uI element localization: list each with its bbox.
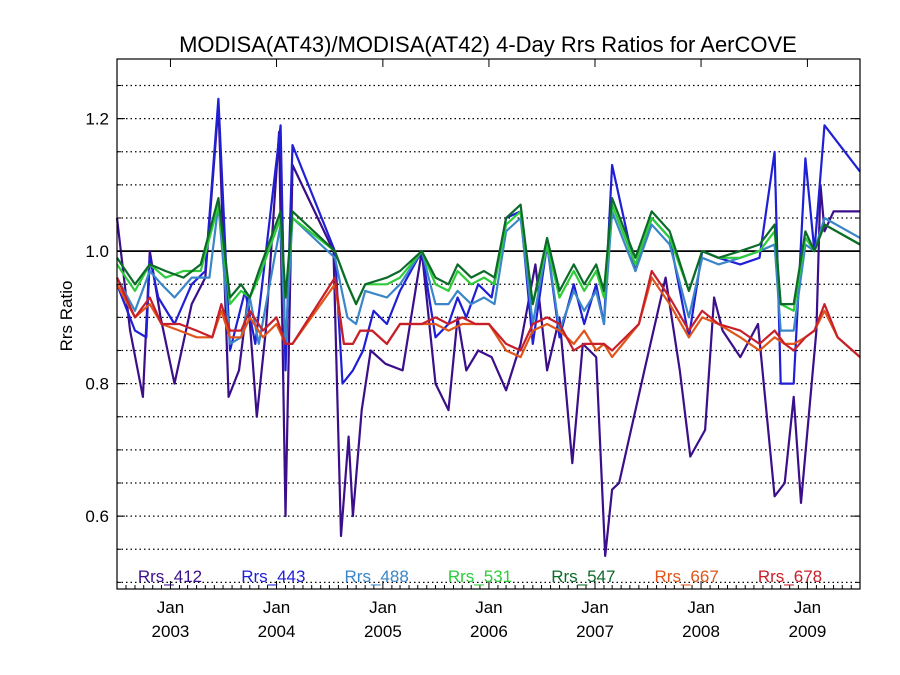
x-tick-label-month: Jan bbox=[581, 598, 608, 617]
legend-item-rrs_678: Rrs_678 bbox=[758, 567, 822, 586]
x-tick-label-year: 2006 bbox=[470, 622, 508, 641]
x-tick-label-month: Jan bbox=[687, 598, 714, 617]
series-line-rrs_488 bbox=[116, 203, 861, 345]
series-line-rrs_678 bbox=[115, 269, 861, 358]
legend-item-rrs_531: Rrs_531 bbox=[448, 567, 512, 586]
grid-layer bbox=[117, 84, 860, 584]
x-tick-label-month: Jan bbox=[794, 598, 821, 617]
axes-layer: 0.6 0.8 1.0 1.2 Jan 2003 Jan 2004 Jan 2005 Jan 2006… bbox=[85, 58, 861, 641]
x-tick-label-month: Jan bbox=[369, 598, 396, 617]
x-tick-label-year: 2004 bbox=[258, 622, 296, 641]
series-line-rrs_531 bbox=[116, 203, 861, 312]
x-tick-label-year: 2005 bbox=[364, 622, 402, 641]
x-tick-label-year: 2007 bbox=[576, 622, 614, 641]
series-line-rrs_547 bbox=[116, 197, 861, 306]
legend-item-rrs_488: Rrs_488 bbox=[345, 567, 409, 586]
legend-item-rrs_443: Rrs_443 bbox=[241, 567, 305, 586]
y-tick-label: 1.2 bbox=[85, 110, 109, 129]
x-tick-label-month: Jan bbox=[475, 598, 502, 617]
y-axis-label: Rrs Ratio bbox=[57, 281, 76, 352]
y-tick-label: 1.0 bbox=[85, 242, 109, 261]
x-tick-label-month: Jan bbox=[157, 598, 184, 617]
legend-item-rrs_667: Rrs_667 bbox=[655, 567, 719, 586]
chart-title: MODISA(AT43)/MODISA(AT42) 4-Day Rrs Rati… bbox=[179, 32, 797, 57]
legend-item-rrs_412: Rrs_412 bbox=[138, 567, 202, 586]
x-tick-label-year: 2008 bbox=[682, 622, 720, 641]
legend-item-rrs_547: Rrs_547 bbox=[551, 567, 615, 586]
series-line-rrs_412 bbox=[115, 104, 860, 557]
x-tick-label-year: 2009 bbox=[788, 622, 826, 641]
x-tick-label-year: 2003 bbox=[152, 622, 190, 641]
series-layer bbox=[115, 97, 861, 557]
y-tick-label: 0.6 bbox=[85, 507, 109, 526]
legend: Rrs_412 Rrs_443 Rrs_488 Rrs_531 Rrs_547 Rrs_6… bbox=[138, 567, 822, 586]
y-tick-label: 0.8 bbox=[85, 375, 109, 394]
x-tick-label-month: Jan bbox=[263, 598, 290, 617]
